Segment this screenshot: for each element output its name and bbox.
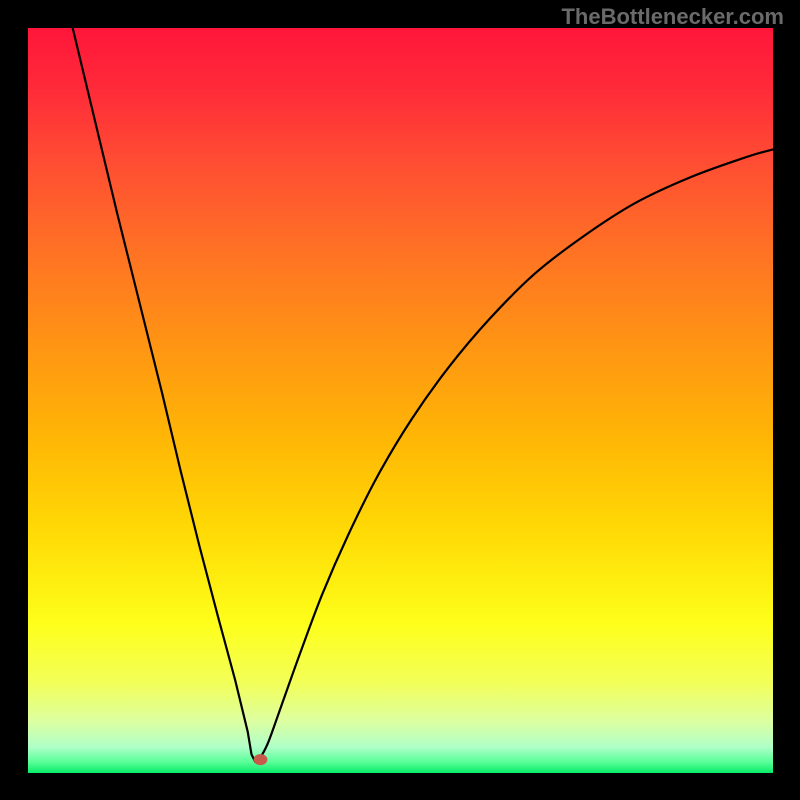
plot-background <box>28 28 773 773</box>
chart-container: TheBottlenecker.com <box>0 0 800 800</box>
minimum-marker <box>253 754 267 765</box>
chart-svg <box>0 0 800 800</box>
